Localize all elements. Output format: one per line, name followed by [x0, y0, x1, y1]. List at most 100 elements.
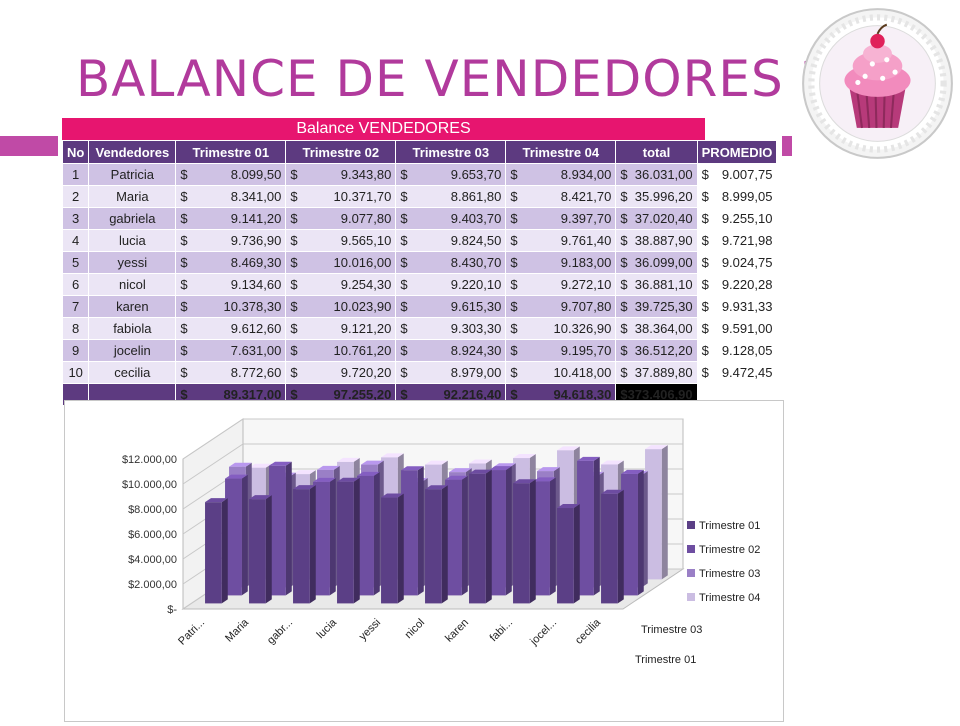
bar-side [417, 466, 424, 596]
amount: 10.023,90 [333, 299, 392, 314]
money-cell: $9.128,05 [696, 339, 778, 362]
currency-symbol: $ [701, 321, 709, 336]
currency-symbol: $ [180, 277, 188, 292]
money-cell: $37.889,80 [615, 361, 698, 384]
amount: 9.255,10 [721, 211, 773, 226]
bar-top [557, 504, 580, 509]
currency-symbol: $ [510, 167, 518, 182]
amount: 37.020,40 [634, 211, 693, 226]
money-cell: $9.077,80 [285, 207, 397, 230]
bar-top [229, 462, 252, 467]
seller-name: nicol [88, 273, 177, 296]
bar-top [513, 479, 536, 484]
row-number: 3 [61, 207, 90, 230]
currency-symbol: $ [180, 321, 188, 336]
bar-side [397, 493, 404, 604]
bar-chart-3d: $12.000,00 $10.000,00 $8.000,00 $6.000,00 $4… [122, 418, 760, 666]
row-number: 10 [61, 361, 90, 384]
bar-top [381, 493, 404, 498]
bar-side [549, 477, 556, 596]
accent-bar-left [0, 136, 58, 156]
bar-side [529, 479, 536, 604]
money-cell: $8.934,00 [505, 163, 617, 186]
amount: 94.618,30 [553, 387, 612, 402]
amount: 39.725,30 [634, 299, 693, 314]
bar [381, 497, 398, 604]
currency-symbol: $ [701, 189, 709, 204]
page-title: BALANCE DE VENDEDORES 2012 [76, 50, 932, 108]
bar-side [593, 456, 600, 596]
currency-symbol: $ [290, 365, 298, 380]
money-cell: $9.591,00 [696, 317, 778, 340]
currency-symbol: $ [400, 321, 408, 336]
money-cell: $8.999,05 [696, 185, 778, 208]
bar-top [601, 460, 624, 465]
bar-top [425, 485, 448, 490]
table-row: 5 yessi $8.469,30 $10.016,00 $8.430,70 $9.183… [61, 251, 778, 274]
money-cell: $10.418,00 [505, 361, 617, 384]
currency-symbol: $ [400, 365, 408, 380]
seller-name: cecilia [88, 361, 177, 384]
money-cell: $8.421,70 [505, 185, 617, 208]
currency-symbol: $ [510, 255, 518, 270]
currency-symbol: $ [400, 211, 408, 226]
bar-top [313, 477, 336, 482]
currency-symbol: $ [290, 255, 298, 270]
currency-symbol: $ [180, 233, 188, 248]
amount: 8.341,00 [230, 189, 282, 204]
depth-axis-label: Trimestre 03 [641, 624, 702, 636]
amount: 10.371,70 [333, 189, 392, 204]
money-cell: $9.007,75 [696, 163, 778, 186]
amount: 9.134,60 [230, 277, 282, 292]
bar-top [577, 456, 600, 461]
money-cell: $36.512,20 [615, 339, 698, 362]
money-cell: $9.612,60 [175, 317, 287, 340]
bar-side [329, 477, 336, 596]
currency-symbol: $ [290, 211, 298, 226]
bar-top [557, 446, 580, 451]
money-cell: $9.707,80 [505, 295, 617, 318]
x-tick-label: karen [443, 617, 471, 645]
currency-symbol: $ [400, 233, 408, 248]
currency-symbol: $ [510, 343, 518, 358]
y-tick-label: $10.000,00 [122, 479, 177, 491]
currency-symbol: $ [290, 299, 298, 314]
legend-label: Trimestre 02 [699, 544, 760, 556]
sales-table: No Vendedores Trimestre 01 Trimestre 02 Trim… [61, 140, 778, 406]
table-row: 3 gabriela $9.141,20 $9.077,80 $9.403,70 $9.3… [61, 207, 778, 230]
money-cell: $8.430,70 [395, 251, 507, 274]
currency-symbol: $ [400, 387, 408, 402]
table-body: 1 Patricia $8.099,50 $9.343,80 $9.653,70 $8.9… [61, 163, 778, 406]
currency-symbol: $ [510, 277, 518, 292]
legend-swatch [687, 569, 695, 577]
amount: 36.512,20 [634, 343, 693, 358]
money-cell: $36.881,10 [615, 273, 698, 296]
currency-symbol: $ [701, 211, 709, 226]
amount: 92.216,40 [443, 387, 502, 402]
x-tick-label: Patri... [176, 617, 207, 648]
currency-symbol: $ [290, 189, 298, 204]
bar [225, 478, 242, 596]
currency-symbol: $ [620, 233, 628, 248]
depth-axis-label: Trimestre 01 [635, 654, 696, 666]
table-row: 10 cecilia $8.772,60 $9.720,20 $8.979,00 $10.… [61, 361, 778, 384]
row-number: 4 [61, 229, 90, 252]
currency-symbol: $ [620, 277, 628, 292]
currency-symbol: $ [180, 343, 188, 358]
bar-side [617, 489, 624, 604]
money-cell: $9.183,00 [505, 251, 617, 274]
legend-swatch [687, 521, 695, 529]
money-cell: $39.725,30 [615, 295, 698, 318]
money-cell: $9.141,20 [175, 207, 287, 230]
amount: 36.031,00 [634, 167, 693, 182]
amount: 9.824,50 [450, 233, 502, 248]
money-cell: $9.195,70 [505, 339, 617, 362]
amount: 9.707,80 [560, 299, 612, 314]
x-tick-label: cecilia [573, 616, 604, 647]
amount: 9.195,70 [560, 343, 612, 358]
bar-side [241, 474, 248, 596]
currency-symbol: $ [180, 387, 188, 402]
amount: 8.421,70 [560, 189, 612, 204]
currency-symbol: $ [400, 343, 408, 358]
currency-symbol: $ [290, 233, 298, 248]
